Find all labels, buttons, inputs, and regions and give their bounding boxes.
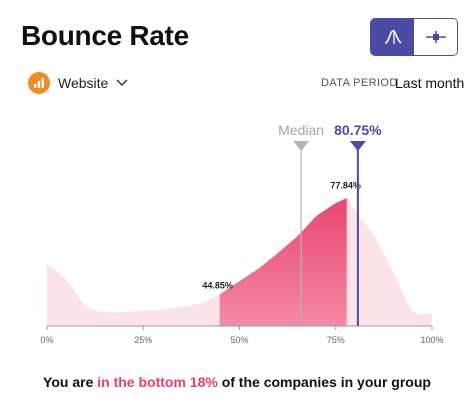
median-marker-icon — [293, 141, 310, 151]
distribution-icon — [384, 30, 402, 44]
band-low-label: 44.85% — [202, 280, 233, 290]
data-period-label: DATA PERIOD — [321, 77, 398, 89]
band-high-label: 77.84% — [330, 180, 361, 190]
data-period-value[interactable]: Last month — [395, 75, 465, 91]
range-view-button[interactable] — [414, 19, 457, 55]
distribution-chart: 0% 25% 50% 75% 100% 44.85% 77.84% Median 80.75% — [40, 122, 443, 345]
median-label: Median — [278, 122, 324, 138]
bar-chart-icon — [28, 72, 50, 94]
company-value-label: 80.75% — [334, 122, 382, 138]
distribution-view-button[interactable] — [371, 19, 414, 55]
view-toggle[interactable] — [370, 18, 458, 56]
x-tick-label: 100% — [420, 335, 443, 345]
company-marker-icon — [349, 141, 366, 151]
summary-text: You are in the bottom 18% of the compani… — [0, 374, 474, 390]
page-title: Bounce Rate — [21, 20, 189, 51]
percentile-band — [219, 198, 347, 326]
range-icon — [425, 31, 446, 43]
source-label: Website — [58, 75, 109, 91]
summary-suffix: of the companies in your group — [217, 374, 431, 390]
source-selector[interactable]: Website — [28, 71, 128, 95]
x-tick-label: 25% — [134, 335, 152, 345]
x-tick-label: 0% — [40, 335, 53, 345]
chevron-down-icon[interactable] — [116, 79, 128, 87]
summary-prefix: You are — [43, 374, 98, 390]
x-tick-label: 50% — [230, 335, 248, 345]
x-tick-label: 75% — [327, 335, 345, 345]
summary-highlight: in the bottom 18% — [97, 374, 218, 390]
